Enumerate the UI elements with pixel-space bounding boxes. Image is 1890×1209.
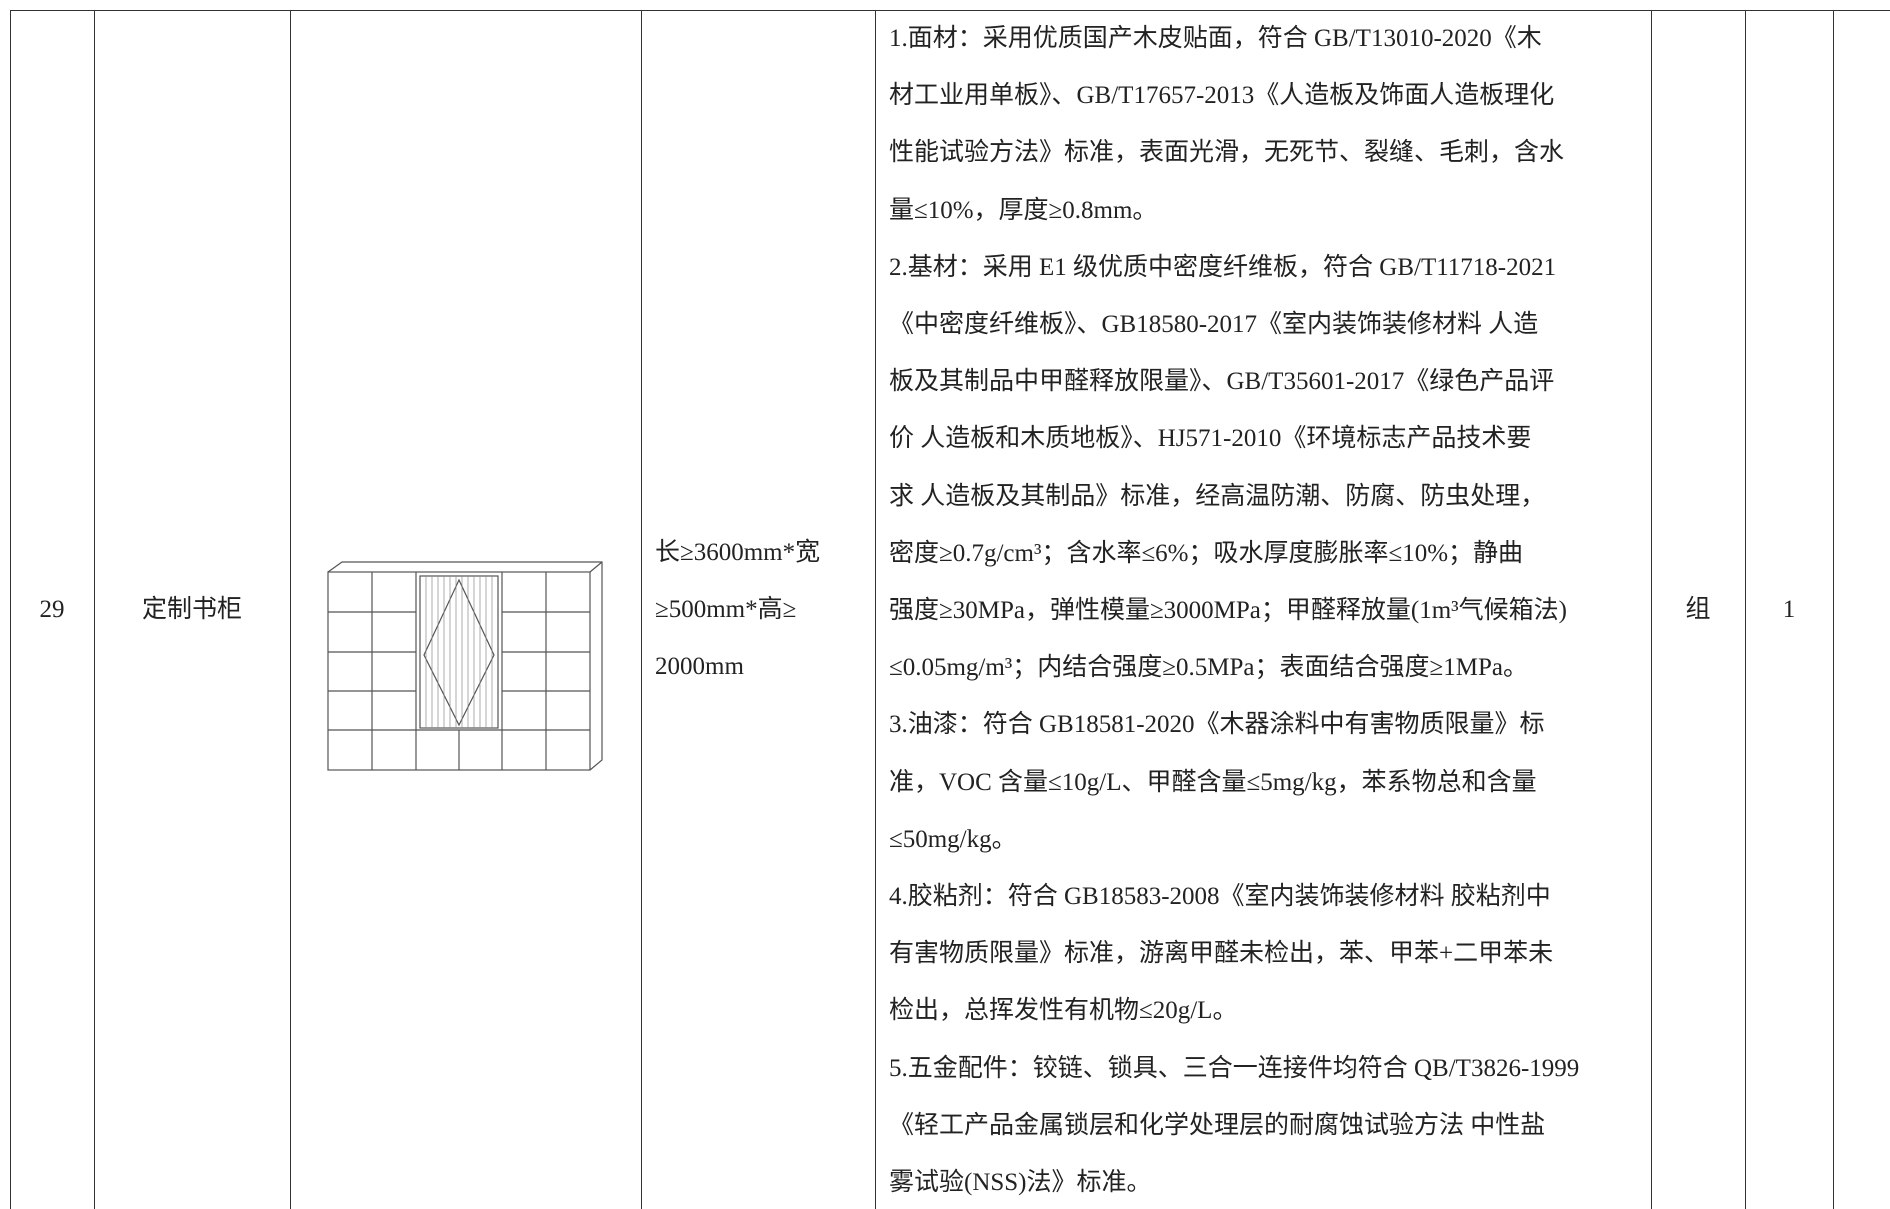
description-line: 性能试验方法》标准，表面光滑，无死节、裂缝、毛刺，含水 <box>889 139 1565 167</box>
description-line: 强度≥30MPa，弹性模量≥3000MPa；甲醛释放量(1m³气候箱法) <box>889 597 1567 624</box>
unit: 组 <box>1685 596 1711 623</box>
row-number: 29 <box>39 596 65 623</box>
description-line: 有害物质限量》标准，游离甲醛未检出，苯、甲苯+二甲苯未 <box>889 940 1554 968</box>
table-top-border <box>10 10 1890 11</box>
spec-line: 2000mm <box>655 653 744 681</box>
column-border <box>1651 10 1652 1209</box>
quantity: 1 <box>1782 596 1796 623</box>
description-line: 材工业用单板》、GB/T17657-2013《人造板及饰面人造板理化 <box>889 82 1555 110</box>
description-line: ≤50mg/kg。 <box>889 825 1017 853</box>
product-name: 定制书柜 <box>141 596 242 623</box>
description-line: 1.面材：采用优质国产木皮贴面，符合 GB/T13010-2020《木 <box>889 25 1542 52</box>
description-line: 量≤10%，厚度≥0.8mm。 <box>889 196 1158 224</box>
description-line: 3.油漆：符合 GB18581-2020《木器涂料中有害物质限量》标 <box>889 711 1545 739</box>
column-border <box>1745 10 1746 1209</box>
description-line: 准，VOC 含量≤10g/L、甲醛含量≤5mg/kg，苯系物总和含量 <box>889 768 1537 796</box>
column-border <box>10 10 11 1209</box>
spec-line: ≥500mm*高≥ <box>655 596 797 624</box>
description-line: 5.五金配件：铰链、锁具、三合一连接件均符合 QB/T3826-1999 <box>889 1054 1580 1082</box>
description-line: 求 人造板及其制品》标准，经高温防潮、防腐、防虫处理， <box>889 482 1546 510</box>
column-border <box>1833 10 1834 1209</box>
spec-cell: 长≥3600mm*宽 ≥500mm*高≥ 2000mm <box>655 0 870 1209</box>
description-line: 密度≥0.7g/cm³；含水率≤6%；吸水厚度膨胀率≤10%；静曲 <box>889 539 1524 567</box>
description-line: 2.基材：采用 E1 级优质中密度纤维板，符合 GB/T11718-2021 <box>889 253 1557 281</box>
description-line: 雾试验(NSS)法》标准。 <box>889 1169 1152 1196</box>
description-line: ≤0.05mg/m³；内结合强度≥0.5MPa；表面结合强度≥1MPa。 <box>889 654 1528 682</box>
column-border <box>875 10 876 1209</box>
description-cell: 1.面材：采用优质国产木皮贴面，符合 GB/T13010-2020《木 材工业用单… <box>889 0 1641 1209</box>
description-line: 4.胶粘剂：符合 GB18583-2008《室内装饰装修材料 胶粘剂中 <box>889 883 1551 910</box>
column-border <box>94 10 95 1209</box>
description-line: 检出，总挥发性有机物≤20g/L。 <box>889 997 1238 1025</box>
description-line: 板及其制品中甲醛释放限量》、GB/T35601-2017《绿色产品评 <box>889 368 1555 396</box>
description-line: 价 人造板和木质地板》、HJ571-2010《环境标志产品技术要 <box>889 425 1532 453</box>
column-border <box>641 10 642 1209</box>
description-line: 《轻工产品金属锁层和化学处理层的耐腐蚀试验方法 中性盐 <box>889 1111 1546 1139</box>
bookcase-drawing <box>327 561 603 771</box>
column-border <box>290 10 291 1209</box>
description-line: 《中密度纤维板》、GB18580-2017《室内装饰装修材料 人造 <box>889 311 1539 338</box>
spec-line: 长≥3600mm*宽 <box>655 539 821 566</box>
